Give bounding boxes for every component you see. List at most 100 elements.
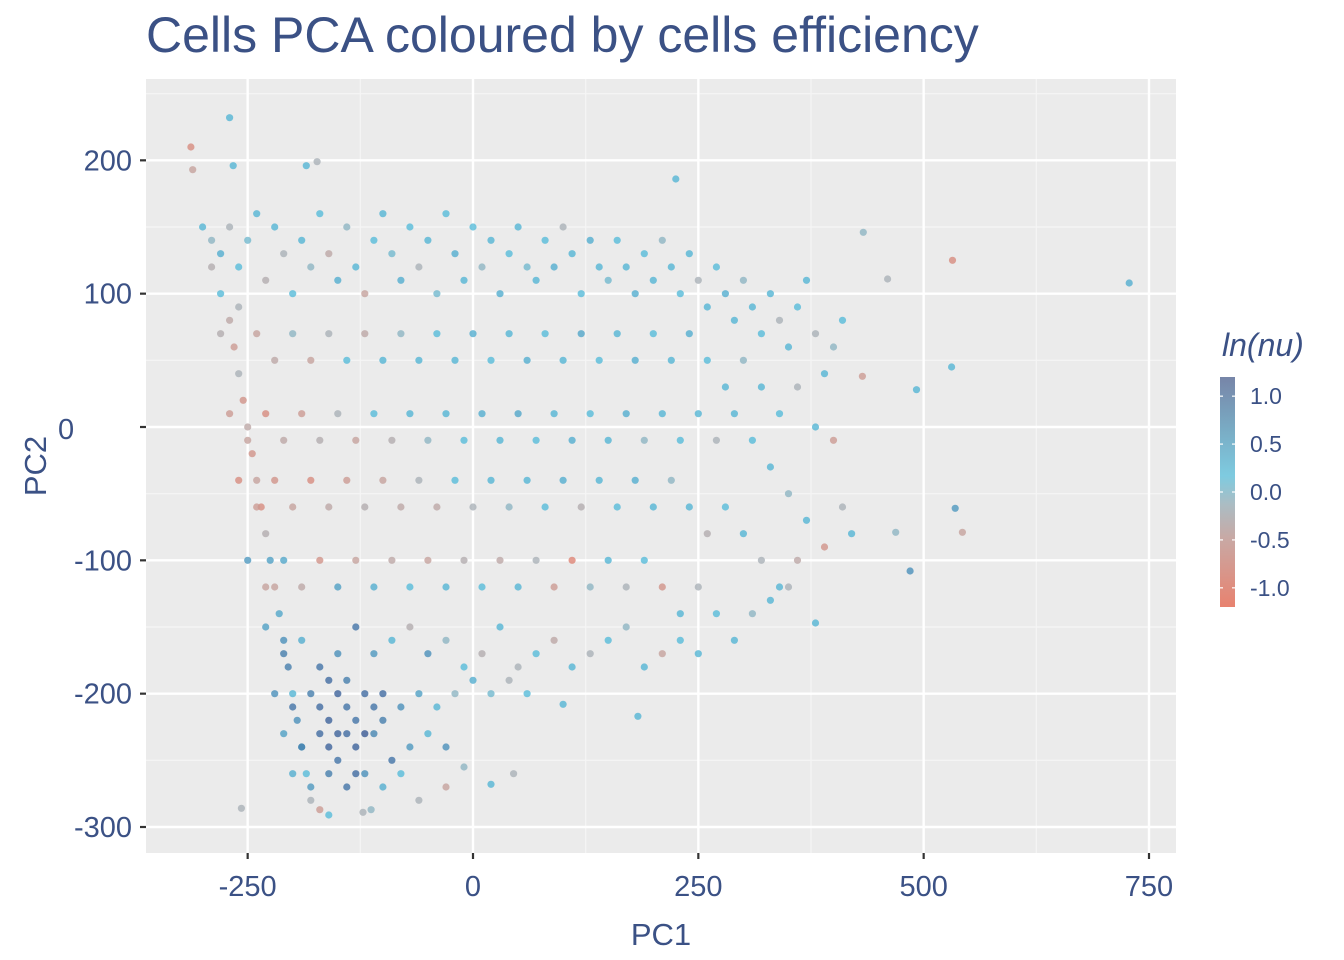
data-point [859,228,867,236]
data-point [298,583,306,591]
data-point [293,716,301,724]
data-point [478,263,486,271]
data-point [433,330,441,338]
data-point [253,210,261,218]
data-point [958,528,967,536]
data-point [703,303,711,311]
legend-tick-label: 0.5 [1250,431,1282,457]
data-point [199,223,207,231]
data-point [793,303,802,311]
data-point [316,663,324,671]
data-point [811,619,820,627]
data-point [532,556,540,564]
data-point [568,663,576,671]
data-point [541,503,549,511]
data-point [748,303,757,311]
data-point [244,556,252,564]
data-point [271,356,279,364]
data-point [604,636,612,644]
data-point [676,610,684,618]
data-point [266,556,274,564]
data-point [906,567,914,575]
data-point [712,436,721,444]
data-point [271,476,279,484]
data-point [640,556,648,564]
data-point [397,503,405,511]
data-point [289,290,297,298]
data-point [586,410,594,418]
data-point [359,808,367,816]
data-point [316,556,324,564]
data-point [622,263,630,271]
data-point [460,276,468,284]
data-point [568,556,576,564]
data-point [634,712,642,720]
data-point [370,410,378,418]
data-point [325,676,333,684]
y-tick-label: 100 [84,279,132,311]
data-point [640,436,648,444]
plot-panel [146,79,1176,853]
data-point [775,316,784,324]
data-point [208,236,216,244]
data-point [406,223,414,231]
x-tick-label: 0 [465,871,481,903]
data-point [586,650,594,658]
data-point [397,770,405,778]
data-point [604,436,612,444]
y-tick-label: -300 [74,812,132,844]
data-point [496,623,504,631]
data-point [514,223,522,231]
data-point [721,383,730,391]
data-point [325,770,333,778]
data-point [469,503,477,511]
data-point [334,690,342,698]
data-point [514,663,522,671]
y-tick-label: 0 [58,414,74,446]
data-point [757,330,766,338]
data-point [343,783,351,791]
data-point [775,410,784,418]
data-point [514,583,522,591]
data-point [523,356,531,364]
data-point [848,530,856,538]
data-point [307,783,315,791]
legend-title: ln(nu) [1222,327,1304,363]
data-point [802,276,811,284]
data-point [388,556,396,564]
data-point [388,636,396,644]
data-point [370,236,378,244]
data-point [892,528,900,536]
data-point [496,556,504,564]
data-point [248,450,256,458]
data-point [187,143,195,151]
data-point [289,703,297,711]
data-point [685,330,693,338]
data-point [237,804,245,812]
data-point [189,166,197,174]
data-point [649,276,657,284]
data-point [595,263,603,271]
data-point [496,436,504,444]
x-axis: -250 0 250 500 750 [219,853,1173,903]
data-point [388,756,396,764]
data-point [352,623,360,631]
data-point [239,396,247,404]
data-point [235,263,243,271]
data-point [739,530,748,538]
data-point [721,503,730,511]
data-point [325,743,333,751]
data-point [307,476,315,484]
data-point [235,476,243,484]
data-point [230,343,238,351]
data-point [442,410,450,418]
data-point [676,290,684,298]
legend-tick-label: -1.0 [1250,575,1290,601]
data-point [361,503,369,511]
data-point [595,476,603,484]
data-point [838,503,847,511]
legend-tick-label: -0.5 [1250,527,1290,553]
data-point [694,650,702,658]
data-point [244,236,252,244]
data-point [275,610,283,618]
